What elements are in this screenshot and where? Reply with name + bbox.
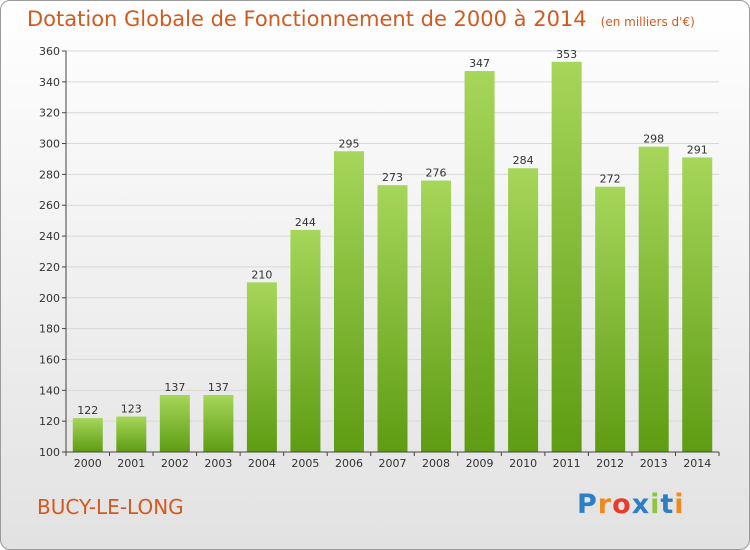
value-label: 291 bbox=[687, 143, 708, 156]
x-tick-label: 2007 bbox=[379, 457, 407, 470]
y-tick-label: 180 bbox=[39, 323, 60, 336]
y-tick-label: 100 bbox=[39, 446, 60, 459]
bar-2011[interactable] bbox=[551, 61, 582, 453]
x-tick-label: 2011 bbox=[553, 457, 581, 470]
y-tick-label: 240 bbox=[39, 230, 60, 243]
value-label: 273 bbox=[382, 171, 403, 184]
value-label: 276 bbox=[426, 167, 447, 180]
x-tick-label: 2004 bbox=[248, 457, 276, 470]
bar-2009[interactable] bbox=[464, 71, 495, 453]
y-tick-label: 160 bbox=[39, 353, 60, 366]
value-label: 284 bbox=[513, 154, 534, 167]
city-name: BUCY-LE-LONG bbox=[37, 495, 184, 519]
bars bbox=[72, 61, 713, 453]
labels: 100 120 140 160 180 200 220 240 260 280 300 320 340 3… bbox=[39, 45, 711, 470]
bar-2000[interactable] bbox=[72, 418, 103, 452]
value-label: 244 bbox=[295, 216, 316, 229]
value-label: 137 bbox=[164, 381, 185, 394]
value-label: 137 bbox=[208, 381, 229, 394]
y-tick-label: 220 bbox=[39, 261, 60, 274]
bar-2005[interactable] bbox=[290, 229, 321, 452]
value-label: 122 bbox=[77, 404, 98, 417]
y-tick-label: 200 bbox=[39, 292, 60, 305]
x-tick-label: 2000 bbox=[74, 457, 102, 470]
logo-letter: x bbox=[631, 489, 651, 520]
bar-2014[interactable] bbox=[682, 157, 713, 452]
value-label: 353 bbox=[556, 48, 577, 61]
x-tick-label: 2006 bbox=[335, 457, 363, 470]
y-tick-label: 280 bbox=[39, 168, 60, 181]
value-label: 295 bbox=[338, 137, 359, 150]
x-tick-label: 2001 bbox=[117, 457, 145, 470]
x-tick-label: 2010 bbox=[509, 457, 537, 470]
bar-2002[interactable] bbox=[159, 394, 190, 452]
bar-2012[interactable] bbox=[595, 186, 626, 452]
proxiti-logo[interactable]: Proxiti bbox=[577, 489, 685, 520]
bar-2008[interactable] bbox=[421, 180, 452, 453]
logo-letter: i bbox=[650, 489, 661, 520]
bar-2010[interactable] bbox=[508, 168, 539, 452]
value-label: 347 bbox=[469, 57, 490, 70]
bar-2004[interactable] bbox=[246, 282, 277, 452]
value-label: 272 bbox=[600, 173, 621, 186]
logo-letter: r bbox=[597, 489, 613, 520]
bar-2003[interactable] bbox=[203, 394, 234, 452]
chart-unit: (en milliers d'€) bbox=[600, 15, 695, 29]
y-tick-label: 360 bbox=[39, 45, 60, 58]
bar-2007[interactable] bbox=[377, 185, 408, 452]
logo-letter: P bbox=[577, 489, 598, 520]
y-tick-label: 340 bbox=[39, 76, 60, 89]
bar-2006[interactable] bbox=[333, 151, 364, 452]
logo-letter: o bbox=[612, 489, 632, 520]
chart-title: Dotation Globale de Fonctionnement de 20… bbox=[27, 7, 587, 31]
bar-2013[interactable] bbox=[638, 146, 669, 452]
x-tick-label: 2002 bbox=[161, 457, 189, 470]
y-tick-label: 260 bbox=[39, 199, 60, 212]
value-label: 210 bbox=[251, 268, 272, 281]
y-tick-label: 140 bbox=[39, 384, 60, 397]
x-tick-label: 2014 bbox=[683, 457, 711, 470]
x-tick-label: 2013 bbox=[640, 457, 668, 470]
x-tick-label: 2003 bbox=[204, 457, 232, 470]
x-tick-label: 2009 bbox=[466, 457, 494, 470]
x-tick-label: 2005 bbox=[291, 457, 319, 470]
y-tick-label: 300 bbox=[39, 138, 60, 151]
chart-title-block: Dotation Globale de Fonctionnement de 20… bbox=[27, 7, 695, 31]
x-tick-label: 2012 bbox=[596, 457, 624, 470]
axes bbox=[62, 50, 720, 456]
value-label: 298 bbox=[643, 133, 664, 146]
value-label: 123 bbox=[121, 403, 142, 416]
y-tick-label: 120 bbox=[39, 415, 60, 428]
bar-2001[interactable] bbox=[116, 416, 147, 452]
logo-letter: t bbox=[660, 489, 675, 520]
logo-letter: i bbox=[674, 489, 685, 520]
x-tick-label: 2008 bbox=[422, 457, 450, 470]
y-tick-label: 320 bbox=[39, 107, 60, 120]
